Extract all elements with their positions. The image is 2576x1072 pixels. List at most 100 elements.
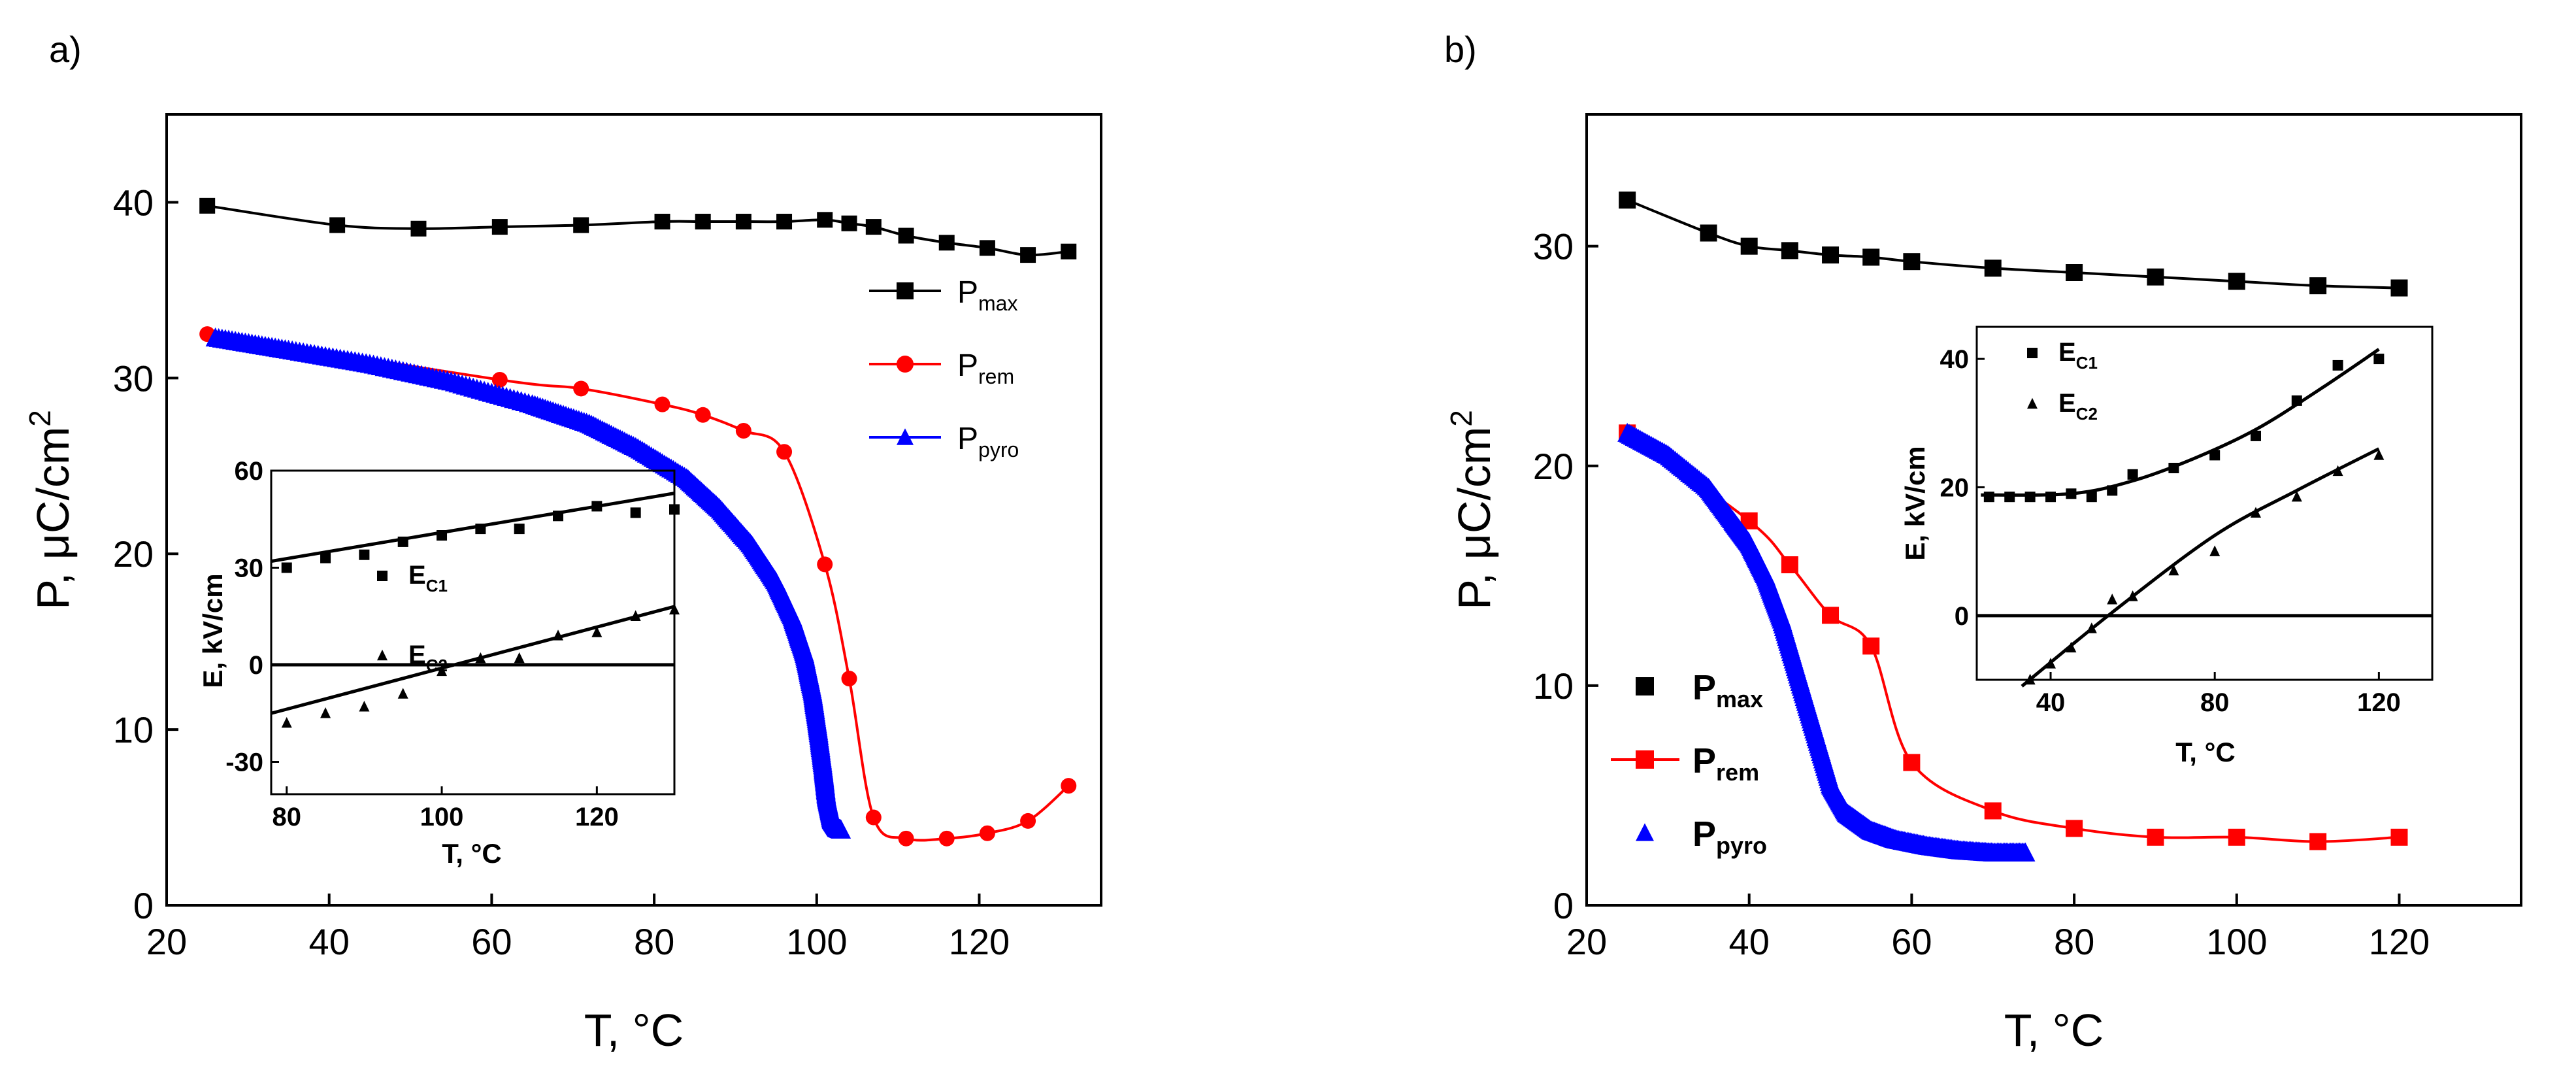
inset-C1-point bbox=[2086, 492, 2097, 503]
series-max-point bbox=[2066, 264, 2083, 281]
inset-C1-point bbox=[553, 511, 564, 522]
series-max-point bbox=[1862, 248, 1880, 266]
legend-marker bbox=[1636, 677, 1654, 695]
inset-C2-point bbox=[2332, 465, 2343, 477]
x-tick-label: 120 bbox=[949, 921, 1010, 962]
inset-y-tick-label: 20 bbox=[1940, 473, 1970, 502]
inset-x-tick-label: 80 bbox=[2200, 688, 2230, 717]
inset-C1-point bbox=[2250, 430, 2261, 441]
series-max-point bbox=[979, 240, 995, 256]
panel-b: b) 20 40 60 80 100 120 0 10 20 30 T, °C P, μC/cm2 Pma… bbox=[1444, 29, 2522, 1056]
inset-C2-point bbox=[514, 652, 525, 663]
x-tick-label: 40 bbox=[1729, 921, 1770, 962]
inset-y-tick-label: 0 bbox=[249, 651, 263, 680]
inset-C2-fit bbox=[271, 605, 675, 715]
legend-marker bbox=[1636, 750, 1654, 769]
series-rem-point bbox=[1020, 812, 1036, 829]
x-axis-title: T, °C bbox=[584, 1005, 684, 1056]
inset-C1-point bbox=[437, 530, 448, 541]
x-axis-title: T, °C bbox=[2004, 1005, 2104, 1056]
series-rem-point bbox=[841, 671, 857, 687]
inset-C1-point bbox=[2209, 450, 2221, 461]
series-rem-line bbox=[206, 333, 1070, 842]
y-tick-label: 30 bbox=[1533, 226, 1574, 267]
inset-x-axis-title: T, °C bbox=[2175, 737, 2235, 767]
series-pyro bbox=[1617, 422, 2036, 862]
series-rem-point bbox=[654, 396, 670, 412]
inset-C1-point bbox=[2004, 492, 2015, 503]
inset-legend-label: EC1 bbox=[408, 561, 448, 595]
inset-legend-label: EC1 bbox=[2058, 338, 2098, 373]
series-rem-point bbox=[979, 825, 995, 841]
x-tick-label: 80 bbox=[634, 921, 674, 962]
inset-C1-point bbox=[2066, 488, 2077, 499]
series-max-point bbox=[817, 212, 833, 228]
inset-y-tick-label: 30 bbox=[235, 554, 264, 583]
series-max-point bbox=[2228, 273, 2245, 290]
inset-C1-point bbox=[397, 536, 408, 547]
inset-frame bbox=[1975, 326, 2434, 681]
series-max-point bbox=[573, 217, 589, 233]
legend-label: Pmax bbox=[1693, 668, 1763, 712]
inset-legend-label: EC2 bbox=[2058, 389, 2098, 424]
inset-C1-point bbox=[475, 524, 486, 535]
y-tick-label: 30 bbox=[113, 358, 154, 399]
x-tick-label: 20 bbox=[1566, 921, 1607, 962]
series-max-point bbox=[1700, 224, 1717, 242]
series-rem-point bbox=[573, 380, 589, 397]
y-axis-title: P, μC/cm2 bbox=[23, 410, 78, 610]
inset-C1-point bbox=[359, 549, 370, 560]
series-max-point bbox=[776, 214, 793, 230]
series-max-point bbox=[410, 220, 427, 237]
inset-C1-point bbox=[1983, 492, 1994, 503]
plot-frame bbox=[1585, 113, 2522, 907]
legend-marker bbox=[897, 428, 914, 445]
x-tick-label: 60 bbox=[1891, 921, 1932, 962]
series-max-point bbox=[735, 214, 751, 230]
series-max-point bbox=[491, 219, 508, 235]
inset-C1-point bbox=[2373, 354, 2385, 365]
y-tick-label: 20 bbox=[1533, 446, 1574, 487]
inset-y-tick-label: 60 bbox=[235, 457, 264, 486]
series-max-point bbox=[898, 227, 914, 244]
legend-marker bbox=[897, 356, 914, 373]
series-rem-point bbox=[1984, 802, 2002, 820]
inset-C2-point bbox=[2373, 449, 2385, 460]
x-tick-label: 100 bbox=[2206, 921, 2267, 962]
series-rem-point bbox=[735, 423, 751, 439]
series-rem-point bbox=[1862, 637, 1880, 655]
series-max bbox=[199, 197, 1077, 263]
series-max bbox=[1619, 192, 2408, 297]
series-max-point bbox=[841, 215, 857, 231]
inset-C2-point bbox=[475, 652, 486, 663]
inset-frame bbox=[270, 469, 676, 796]
series-rem-point bbox=[865, 809, 882, 826]
inset-series-C2 bbox=[2021, 447, 2385, 688]
y-tick-label: 0 bbox=[133, 885, 154, 926]
series-max-point bbox=[938, 235, 955, 251]
series-max-point bbox=[654, 214, 670, 230]
series-max-point bbox=[695, 214, 711, 230]
series-rem-point bbox=[695, 407, 711, 423]
inset-C2-point bbox=[2066, 641, 2077, 653]
x-tick-label: 80 bbox=[2054, 921, 2094, 962]
series-max-point bbox=[1781, 242, 1798, 260]
inset-C2-point bbox=[669, 603, 680, 615]
plot-frame bbox=[165, 113, 1102, 907]
panel-label: a) bbox=[49, 29, 82, 70]
inset-C2-point bbox=[2127, 590, 2138, 601]
series-max-point bbox=[329, 217, 346, 233]
inset-C1-fit bbox=[271, 492, 675, 563]
inset-legend-marker bbox=[377, 649, 388, 661]
inset-C1-point bbox=[281, 562, 292, 573]
legend-marker bbox=[1636, 823, 1654, 841]
inset-C1-point bbox=[630, 507, 641, 518]
y-axis-title: P, μC/cm2 bbox=[1444, 410, 1500, 610]
series-max-point bbox=[1619, 192, 1636, 209]
inset-C2-point bbox=[2168, 564, 2179, 576]
inset-C2-point bbox=[2209, 545, 2221, 556]
inset-C2-point bbox=[2107, 594, 2118, 605]
y-tick-label: 10 bbox=[1533, 665, 1574, 707]
series-max-point bbox=[2309, 277, 2327, 295]
